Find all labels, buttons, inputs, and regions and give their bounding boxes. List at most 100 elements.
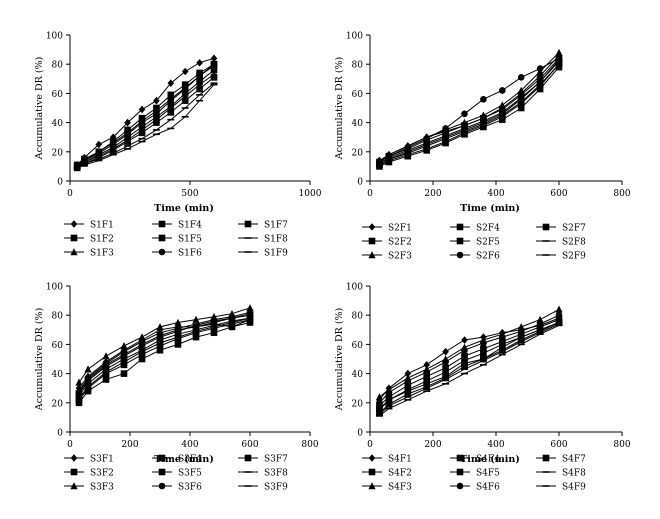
chart-3-legend-label: S3F6 <box>178 483 202 493</box>
chart-3-data-point <box>192 327 200 335</box>
chart-3-legend-label: S3F7 <box>264 455 288 465</box>
chart-3-data-point <box>228 319 236 326</box>
chart-4-data-point <box>404 390 412 398</box>
chart-3-legend-marker <box>158 482 166 490</box>
chart-4-data-point <box>376 399 383 407</box>
chart-3-data-point <box>102 376 110 383</box>
chart-2-series-S2F7 <box>376 63 563 170</box>
chart-4-data-point <box>499 346 506 354</box>
chart-3-x-tick-label: 0 <box>67 440 73 450</box>
chart-4-legend-label: S4F6 <box>476 483 500 493</box>
chart-2-legend-marker <box>456 223 464 231</box>
chart-1-y-tick-label: 0 <box>57 178 63 188</box>
chart-3-data-point <box>210 312 218 320</box>
chart-4-data-point <box>385 396 393 404</box>
chart-4-y-tick-label: 40 <box>352 370 364 380</box>
chart-1-data-point <box>95 154 103 161</box>
chart-4-data-point <box>499 333 506 341</box>
chart-4-data-point <box>385 389 393 396</box>
chart-1-y-tick-label: 80 <box>52 61 64 71</box>
chart-4-data-point <box>555 305 563 313</box>
chart-3-legend-marker <box>158 468 166 476</box>
chart-2-data-point <box>423 135 431 142</box>
chart-2-data-point <box>480 114 487 122</box>
chart-1-legend-label: S1F2 <box>90 235 114 245</box>
chart-3-legend: S3F1 S3F2 S3F3 S3F4 S3F5 S3F6 S3F7 S3F8 S3F9 <box>64 454 288 493</box>
chart-4-legend-label: S4F5 <box>476 469 500 479</box>
chart-2-data-point <box>517 74 525 81</box>
chart-3-legend-marker <box>244 454 252 462</box>
chart-1-data-point <box>138 123 146 131</box>
chart-2-x-tick-label: 0 <box>367 189 373 199</box>
chart-1-data-point <box>181 67 189 76</box>
chart-2-data-point <box>536 85 544 93</box>
chart-4-data-point <box>376 409 383 417</box>
chart-1-data-point <box>210 66 218 74</box>
chart-2-x-axis-label: Time (min) <box>460 203 520 214</box>
chart-2-y-tick-label: 0 <box>357 178 363 188</box>
chart-3-legend-marker <box>158 454 166 462</box>
chart-2-legend-label: S2F8 <box>562 238 586 248</box>
chart-2-data-point <box>555 48 563 56</box>
chart-2-data-point <box>404 144 412 151</box>
chart-3: 0 20 40 60 80 100 0 200 400 600 800 Time (min) Accum… <box>34 283 319 493</box>
chart-1-y-tick-label: 40 <box>52 119 64 129</box>
chart-3-series-S3F4 <box>75 314 254 399</box>
chart-3-data-point <box>228 309 236 318</box>
chart-2-legend-label: S2F6 <box>476 252 500 262</box>
chart-1-x-tick-label: 500 <box>181 189 198 199</box>
chart-3-data-point <box>156 339 164 347</box>
chart-1-series-S1F1 <box>73 54 218 169</box>
chart-2-data-point <box>536 65 544 72</box>
chart-3-data-point <box>120 358 128 366</box>
chart-1-y-tick-label: 100 <box>46 32 63 42</box>
chart-4-legend-marker <box>456 454 464 462</box>
chart-4-legend-marker <box>368 482 376 490</box>
chart-3-legend-label: S3F1 <box>90 455 114 465</box>
chart-3-x-tick-label: 400 <box>181 440 198 450</box>
chart-1-legend-label: S1F5 <box>178 235 202 245</box>
chart-2-y-tick-label: 40 <box>352 119 364 129</box>
chart-1-legend-marker <box>70 220 78 228</box>
chart-4-data-point <box>423 373 430 380</box>
chart-2-legend-marker <box>368 237 376 245</box>
chart-4-series-S4F8 <box>375 323 563 416</box>
chart-4-data-point <box>480 345 487 353</box>
chart-2-y-tick-label: 80 <box>352 61 364 71</box>
chart-2-data-point <box>404 152 412 160</box>
chart-4-data-point <box>375 393 384 401</box>
chart-2-data-point <box>480 95 487 103</box>
chart-1-x-tick-label: 1000 <box>299 189 322 199</box>
chart-2-data-point <box>442 135 449 142</box>
chart-3-data-point <box>102 352 110 360</box>
chart-1-data-point <box>210 74 218 81</box>
chart-2-data-point <box>517 98 525 106</box>
chart-1-data-point <box>138 105 146 114</box>
chart-3-y-tick-label: 80 <box>52 312 64 322</box>
chart-1-data-point <box>181 84 189 91</box>
chart-2-data-point <box>480 123 487 131</box>
chart-1-data-point <box>124 118 131 127</box>
chart-4-data-point <box>423 368 431 376</box>
chart-1-data-point <box>124 138 131 145</box>
chart-3-y-tick-label: 60 <box>52 341 64 351</box>
chart-4-data-point <box>423 383 430 391</box>
chart-3-data-point <box>120 370 128 377</box>
chart-3-data-point <box>138 348 146 355</box>
chart-2-y-tick-label: 100 <box>346 32 363 42</box>
chart-2-legend-marker <box>368 223 376 231</box>
chart-4-data-point <box>404 369 412 378</box>
chart-4-y-tick-label: 100 <box>346 283 363 293</box>
chart-1-data-point <box>153 113 160 121</box>
chart-2-y-tick-label: 60 <box>352 90 364 100</box>
chart-2-data-point <box>442 125 449 132</box>
chart-3-data-point <box>174 318 182 326</box>
chart-4-legend-marker <box>456 468 464 476</box>
chart-3-data-point <box>174 341 182 348</box>
chart-3-y-tick-label: 20 <box>52 399 64 409</box>
chart-2-data-point <box>461 110 468 118</box>
chart-1-legend-label: S1F8 <box>264 235 288 245</box>
chart-3-data-point <box>75 378 83 386</box>
chart-2-series-S2F9 <box>375 59 563 166</box>
chart-4-series-S4F6 <box>376 311 563 407</box>
